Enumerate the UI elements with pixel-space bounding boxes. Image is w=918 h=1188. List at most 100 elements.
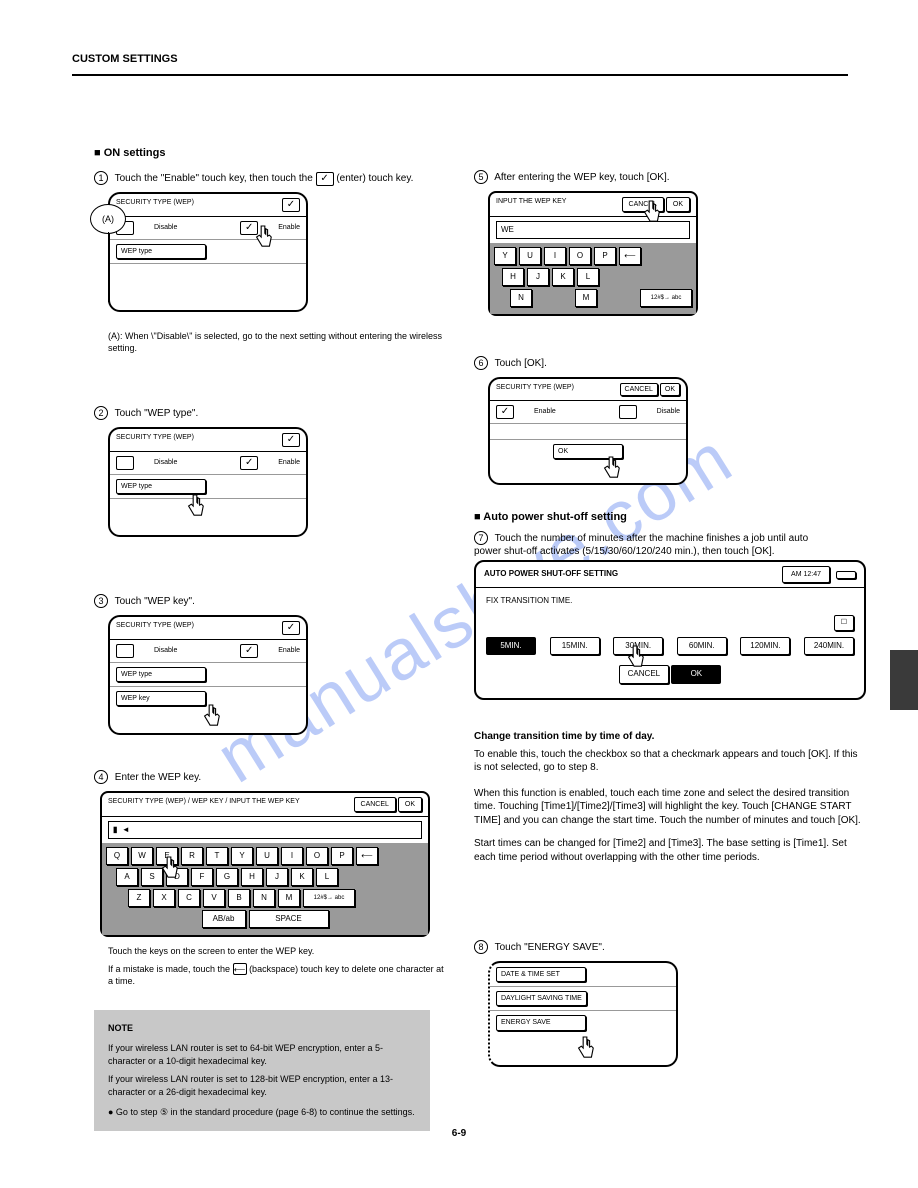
key-z[interactable]: Z xyxy=(128,889,150,907)
dlg-title: SECURITY TYPE (WEP) xyxy=(116,433,194,447)
key-y[interactable]: Y xyxy=(231,847,253,865)
key-p[interactable]: P xyxy=(331,847,353,865)
kbd-title-small: INPUT THE WEP KEY xyxy=(496,197,566,212)
menu-item[interactable]: DATE & TIME SET xyxy=(496,967,586,982)
key-j[interactable]: J xyxy=(266,868,288,886)
key-m[interactable]: M xyxy=(278,889,300,907)
callout-a: (A) xyxy=(90,204,126,234)
step-text: Touch "WEP type". xyxy=(115,408,199,419)
key-a[interactable]: A xyxy=(116,868,138,886)
wep-input[interactable]: ▮ ◄ xyxy=(108,821,422,839)
disable-checkbox[interactable] xyxy=(116,644,134,658)
cancel-button[interactable]: CANCEL xyxy=(620,383,658,396)
wepkey-button[interactable]: WEP key xyxy=(116,691,206,706)
note-para2: Start times can be changed for [Time2] a… xyxy=(474,837,864,864)
step-number: 7 xyxy=(474,531,488,545)
key-r[interactable]: R xyxy=(181,847,203,865)
key-l[interactable]: L xyxy=(316,868,338,886)
key-i[interactable]: I xyxy=(281,847,303,865)
auto-off-option[interactable]: 240MIN. xyxy=(804,637,854,656)
key-h[interactable]: H xyxy=(502,268,524,286)
key-p[interactable]: P xyxy=(594,247,616,265)
page-title: CUSTOM SETTINGS xyxy=(72,52,178,67)
callout-line xyxy=(108,232,109,302)
step-text: Touch the "Enable" touch key, then touch… xyxy=(115,173,414,184)
key-w[interactable]: W xyxy=(131,847,153,865)
auto-off-option[interactable]: 120MIN. xyxy=(740,637,790,656)
callout-a-text: (A): When \"Disable\" is selected, go to… xyxy=(108,330,444,354)
ok-button[interactable]: OK xyxy=(666,197,690,212)
auto-opt-text: To enable this, touch the checkbox so th… xyxy=(474,748,864,775)
key-o[interactable]: O xyxy=(306,847,328,865)
key-n[interactable]: N xyxy=(510,289,532,307)
section-heading: ■ ON settings xyxy=(94,146,444,161)
kbd-title: SECURITY TYPE (WEP) / WEP KEY / INPUT TH… xyxy=(108,797,300,812)
key-⟵[interactable]: ⟵ xyxy=(619,247,641,265)
key-h[interactable]: H xyxy=(241,868,263,886)
kbd-caption: Touch the keys on the screen to enter th… xyxy=(108,945,444,957)
note-title: NOTE xyxy=(108,1022,416,1036)
pointer-hand-icon xyxy=(624,644,646,670)
key-⟵[interactable]: ⟵ xyxy=(356,847,378,865)
page-number: 6-9 xyxy=(0,1127,918,1141)
enable-checkbox[interactable]: ✓ xyxy=(240,644,258,658)
ok-button[interactable]: OK xyxy=(398,797,422,812)
key-v[interactable]: V xyxy=(203,889,225,907)
key-k[interactable]: K xyxy=(291,868,313,886)
key-l[interactable]: L xyxy=(577,268,599,286)
enable-label: Enable xyxy=(278,223,300,232)
pointer-hand-icon xyxy=(252,224,274,250)
key-g[interactable]: G xyxy=(216,868,238,886)
key-u[interactable]: U xyxy=(256,847,278,865)
auto-opt-bold: Change transition time by time of day. xyxy=(474,730,864,744)
key-t[interactable]: T xyxy=(206,847,228,865)
space-key[interactable]: SPACE xyxy=(249,910,329,928)
disable-label: Disable xyxy=(154,458,220,467)
key-m[interactable]: M xyxy=(575,289,597,307)
cancel-button[interactable]: CANCEL xyxy=(354,797,396,812)
key-o[interactable]: O xyxy=(569,247,591,265)
key-q[interactable]: Q xyxy=(106,847,128,865)
auto-off-sub: FIX TRANSITION TIME. xyxy=(486,596,854,607)
auto-off-option[interactable]: 15MIN. xyxy=(550,637,600,656)
menu-item[interactable]: ENERGY SAVE xyxy=(496,1015,586,1030)
enter-icon[interactable]: ✓ xyxy=(282,621,300,635)
key-u[interactable]: U xyxy=(519,247,541,265)
key-f[interactable]: F xyxy=(191,868,213,886)
enter-icon[interactable]: ✓ xyxy=(282,198,300,212)
key-y[interactable]: Y xyxy=(494,247,516,265)
step-energy: 8 Touch "ENERGY SAVE". xyxy=(474,940,834,955)
key-k[interactable]: K xyxy=(552,268,574,286)
mode-key[interactable]: 12#$→ abc xyxy=(640,289,692,307)
weptype-button[interactable]: WEP type xyxy=(116,667,206,682)
abcase-key[interactable]: AB/ab xyxy=(202,910,246,928)
disable-checkbox[interactable] xyxy=(116,456,134,470)
disable-checkbox[interactable] xyxy=(619,405,637,419)
step-5: 5 After entering the WEP key, touch [OK]… xyxy=(474,170,834,185)
change-checkbox[interactable]: ☐ xyxy=(834,615,854,630)
key-i[interactable]: I xyxy=(544,247,566,265)
cursor-icon: ▮ xyxy=(113,825,117,836)
note-para: When this function is enabled, touch eac… xyxy=(474,787,864,828)
enable-checkbox[interactable]: ✓ xyxy=(240,456,258,470)
option-row: 5MIN.15MIN.30MIN.60MIN.120MIN.240MIN. xyxy=(486,637,854,656)
weptype-button[interactable]: WEP type xyxy=(116,244,206,259)
enable-checkbox[interactable]: ✓ xyxy=(496,405,514,419)
menu-item[interactable]: DAYLIGHT SAVING TIME xyxy=(496,991,587,1006)
auto-off-option[interactable]: 60MIN. xyxy=(677,637,727,656)
step-7: 7 Touch the number of minutes after the … xyxy=(474,531,834,559)
dlg-title: SECURITY TYPE (WEP) xyxy=(116,198,194,212)
auto-off-option[interactable]: 5MIN. xyxy=(486,637,536,656)
step-text: Touch "ENERGY SAVE". xyxy=(495,942,605,953)
key-j[interactable]: J xyxy=(527,268,549,286)
enter-icon[interactable]: ✓ xyxy=(282,433,300,447)
key-c[interactable]: C xyxy=(178,889,200,907)
key-b[interactable]: B xyxy=(228,889,250,907)
key-n[interactable]: N xyxy=(253,889,275,907)
ok-button[interactable]: OK xyxy=(671,665,721,684)
page-rule xyxy=(72,74,848,76)
ok-button[interactable]: OK xyxy=(660,383,680,396)
step-text: Touch "WEP key". xyxy=(115,596,195,607)
key-x[interactable]: X xyxy=(153,889,175,907)
mode-key[interactable]: 12#$→ abc xyxy=(303,889,355,907)
